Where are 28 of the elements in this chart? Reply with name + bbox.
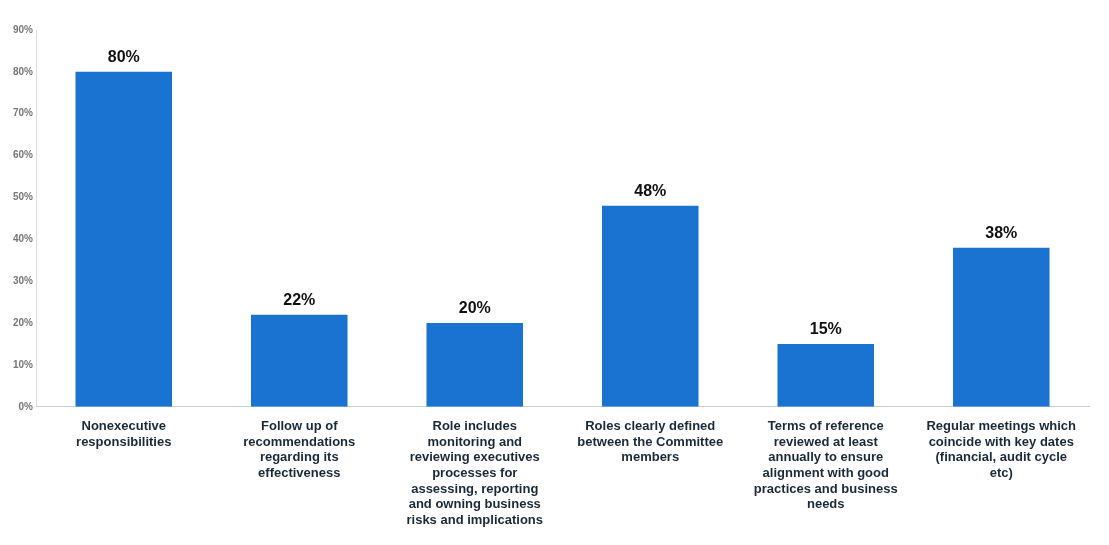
y-tick-label: 30% <box>13 274 34 286</box>
bar <box>952 247 1050 407</box>
y-tick-label: 70% <box>13 107 34 119</box>
x-tick-label: Role includes monitoring and reviewing executives processes for assessing, reporting and owning business risks and implications <box>406 418 544 527</box>
y-tick-label: 80% <box>13 65 34 77</box>
data-label: 48% <box>634 182 667 200</box>
bar <box>777 344 875 407</box>
data-label: 20% <box>458 299 491 317</box>
x-tick-label: Nonexecutive responsibilities <box>76 418 172 449</box>
x-tick-label: Regular meetings which coincide with key dates (financial, audit cycle etc) <box>926 418 1077 480</box>
bar <box>426 323 524 407</box>
data-label: 38% <box>985 224 1018 242</box>
y-tick-label: 10% <box>13 358 34 370</box>
bar <box>251 314 348 407</box>
y-tick-label: 0% <box>18 400 34 412</box>
data-label: 15% <box>809 320 842 338</box>
y-tick-label: 90% <box>13 23 34 35</box>
y-tick-label: 50% <box>13 191 34 203</box>
y-tick-label: 20% <box>13 316 34 328</box>
x-tick-label: Follow up of recommendations regarding its effectiveness <box>243 418 356 480</box>
bar <box>601 205 699 407</box>
data-label: 80% <box>107 48 140 66</box>
x-tick-label: Roles clearly defined between the Committee members <box>577 418 724 465</box>
bar <box>75 71 173 407</box>
y-tick-label: 40% <box>13 233 34 245</box>
y-tick-label: 60% <box>13 149 34 161</box>
x-tick-label: Terms of reference reviewed at least annually to ensure alignment with good practices and business needs <box>753 418 898 512</box>
data-label: 22% <box>283 291 316 309</box>
